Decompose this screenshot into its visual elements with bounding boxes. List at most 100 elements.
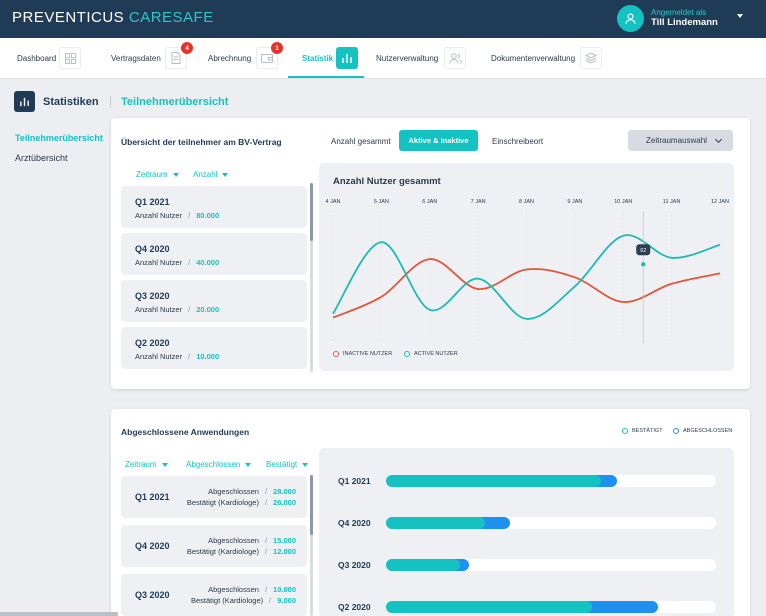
chevron-down-icon <box>714 135 723 144</box>
applications-scrollbar-thumb[interactable] <box>310 475 313 535</box>
list-item-value: 20.000 <box>196 305 220 314</box>
filter-zeitraum[interactable]: Zeitraum <box>125 460 168 469</box>
data-point[interactable] <box>641 262 646 267</box>
list-item[interactable]: Q3 2020 Abgeschlossen/10.000 Bestätigt (… <box>121 574 307 616</box>
bar-chart-panel: Q1 2021 Q4 2020 Q3 2020 Q2 2020 <box>319 448 734 616</box>
title-divider <box>110 96 111 108</box>
list-item-value-line: Anzahl Nutzer/80.000 <box>135 211 220 220</box>
nav-item-label: Vertragsdaten <box>111 54 161 63</box>
legend-marker-bestaetigt <box>622 428 628 434</box>
list-item-period: Q3 2020 <box>135 590 170 600</box>
list-item[interactable]: Q4 2020 Anzahl Nutzer/40.000 <box>121 233 307 275</box>
user-avatar-icon[interactable] <box>617 5 644 32</box>
list-item-confirmed-line: Bestätigt (Kardiologe)/9.000 <box>191 596 296 605</box>
users-icon[interactable] <box>444 47 466 69</box>
bar-bestaetigt[interactable] <box>386 475 601 487</box>
filter-bestaetigt[interactable]: Bestätigt <box>266 460 309 469</box>
bar-chart-icon[interactable] <box>336 47 358 69</box>
main-navigation: Dashboard Vertragsdaten 4 Abrechnung 1 S… <box>0 38 766 79</box>
chart-title: Anzahl Nutzer gesammt <box>333 176 441 187</box>
filter-zeitraum[interactable]: Zeitraum <box>136 170 179 179</box>
legend-marker-abgeschlossen <box>673 428 679 434</box>
bar-category-label: Q4 2020 <box>338 518 371 528</box>
list-item[interactable]: Q1 2021 Abgeschlossen/28.000 Bestätigt (… <box>121 476 307 518</box>
list-item-period: Q4 2020 <box>135 541 170 551</box>
line-chart-panel: Anzahl Nutzer gesammt 4 JAN 5 JAN 6 JAN 7 J… <box>319 163 734 371</box>
period-select-label: Zeitraumauswahl <box>646 136 707 145</box>
logged-in-label: Angemeldet als <box>651 8 707 17</box>
nav-item-label: Abrechnung <box>208 54 252 63</box>
user-menu-chevron-down-icon[interactable] <box>737 14 743 18</box>
list-item-value: 10.000 <box>196 352 220 361</box>
bar-bestaetigt[interactable] <box>386 517 485 529</box>
nav-item-statistik[interactable]: Statistik <box>302 38 333 79</box>
applications-list[interactable]: Q1 2021 Abgeschlossen/28.000 Bestätigt (… <box>121 474 309 616</box>
series-line-inactive[interactable] <box>332 258 721 319</box>
filter-abgeschlossen[interactable]: Abgeschlossen <box>186 460 252 469</box>
nav-item-label: Nutzerverwaltung <box>376 54 439 63</box>
legend-label: INACTIVE NUTZER <box>343 351 393 357</box>
list-item[interactable]: Q1 2021 Anzahl Nutzer/80.000 <box>121 186 307 228</box>
x-tick-label: 12 JAN <box>710 199 730 205</box>
tab-aktive-inaktive[interactable]: Aktive & Inaktive <box>399 130 478 151</box>
applications-scrollbar[interactable] <box>310 475 313 616</box>
bar-bestaetigt[interactable] <box>386 601 593 613</box>
nav-item-nutzerverwaltung[interactable]: Nutzerverwaltung <box>376 38 438 79</box>
list-item-value: 26.000 <box>273 498 296 507</box>
document-icon[interactable] <box>165 47 187 69</box>
sort-down-icon <box>302 462 309 467</box>
nav-item-abrechnung[interactable]: Abrechnung <box>208 38 251 79</box>
list-item-value: 15.000 <box>273 536 296 545</box>
participants-scrollbar[interactable] <box>310 183 313 372</box>
brand-logo[interactable]: PREVENTICUS CARESAFE <box>12 9 214 26</box>
user-name[interactable]: Till Lindemann <box>651 17 718 28</box>
period-select[interactable]: Zeitraumauswahl <box>628 130 733 151</box>
x-tick-label: 11 JAN <box>662 199 681 205</box>
list-item[interactable]: Q4 2020 Abgeschlossen/15.000 Bestätigt (… <box>121 525 307 567</box>
participants-scrollbar-thumb[interactable] <box>310 183 313 241</box>
participants-list[interactable]: Q1 2021 Anzahl Nutzer/80.000 Q4 2020 Anz… <box>121 183 309 372</box>
notification-badge: 4 <box>181 42 193 54</box>
tab-einschreibeort[interactable]: Einschreibeort <box>492 137 544 146</box>
sidebar-item-arztuebersicht[interactable]: Arztübersicht <box>15 153 68 163</box>
bar-track <box>386 475 716 487</box>
sidebar-item-teilnehmeruebersicht[interactable]: Teilnehmerübersicht <box>15 133 103 143</box>
list-item-value: 80.000 <box>196 211 220 220</box>
line-chart[interactable]: 62 <box>319 163 734 371</box>
list-item[interactable]: Q3 2020 Anzahl Nutzer/20.000 <box>121 280 307 322</box>
applications-card-title: Abgeschlossene Anwendungen <box>121 427 250 437</box>
list-item-label: Anzahl Nutzer <box>135 352 183 361</box>
tab-anzahl-gesammt[interactable]: Anzahl gesammt <box>331 137 391 146</box>
list-item-value: 9.000 <box>277 596 296 605</box>
nav-item-label: Statistik <box>302 54 334 63</box>
horizontal-scrollbar[interactable] <box>0 612 118 616</box>
x-tick-label: 8 JAN <box>519 199 534 205</box>
top-bar: PREVENTICUS CARESAFE Angemeldet als Till… <box>0 0 766 38</box>
legend-label: BESTÄTIGT <box>632 428 663 434</box>
legend-marker-inactive <box>333 351 339 357</box>
nav-item-vertragsdaten[interactable]: Vertragsdaten <box>111 38 161 79</box>
list-item-value: 28.000 <box>273 487 296 496</box>
active-tab-indicator <box>288 76 364 78</box>
bar-category-label: Q1 2021 <box>338 476 371 486</box>
layers-icon[interactable] <box>580 47 602 69</box>
grid-icon[interactable] <box>59 47 81 69</box>
brand-product: CARESAFE <box>128 9 214 26</box>
bar-bestaetigt[interactable] <box>386 559 461 571</box>
list-item[interactable]: Q2 2020 Anzahl Nutzer/10.000 <box>121 327 307 369</box>
filter-anzahl[interactable]: Anzahl <box>193 170 229 179</box>
x-tick-label: 10 JAN <box>614 199 633 205</box>
filter-label: Zeitraum <box>136 170 168 179</box>
x-tick-label: 4 JAN <box>325 199 341 205</box>
nav-item-dashboard[interactable]: Dashboard <box>17 38 56 79</box>
series-line-active[interactable] <box>332 234 721 320</box>
x-tick-label: 6 JAN <box>422 199 438 205</box>
nav-item-dokumentenverwaltung[interactable]: Dokumentenverwaltung <box>491 38 575 79</box>
filter-label: Bestätigt <box>266 460 298 469</box>
filter-label: Abgeschlossen <box>186 460 241 469</box>
tooltip-label: 62 <box>640 248 646 254</box>
x-tick-label: 9 JAN <box>567 199 583 205</box>
bar-category-label: Q3 2020 <box>338 560 371 570</box>
list-item-confirmed-line: Bestätigt (Kardiologe)/26.000 <box>186 498 296 507</box>
x-tick-label: 5 JAN <box>373 199 389 205</box>
